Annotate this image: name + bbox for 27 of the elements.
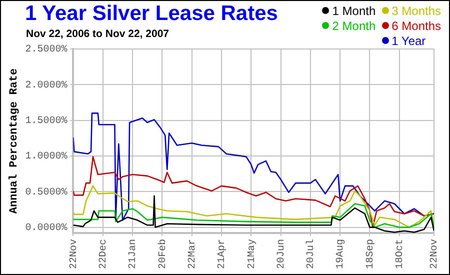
x-tick-label: 21Apr [217, 238, 228, 270]
x-tick-label: 20Feb [156, 238, 169, 270]
x-tick-label: 22Nov [68, 238, 80, 270]
x-tick-label: 19Aug [336, 238, 347, 270]
x-tick-label: 22Mar [187, 238, 198, 270]
x-tick-label: 21Jan [128, 238, 140, 270]
x-tick-label: 20Jun [276, 238, 288, 270]
legend-label: 2 Month [331, 18, 376, 33]
x-tick-label: 18Oct [395, 238, 406, 270]
x-tick-label: 20Jul [305, 238, 318, 270]
x-tick-label: 21May [246, 238, 258, 270]
x-tick-label: 22Dec [98, 238, 110, 270]
legend-label: 3 Months [390, 3, 441, 18]
y-tick-label: 1.0000% [25, 152, 68, 163]
y-tick-label: 1.5000% [25, 116, 68, 127]
y-tick-label: 2.0000% [25, 80, 68, 92]
legend-label: 1 Year [390, 33, 427, 48]
chart-title: 1 Year Silver Lease Rates [25, 2, 278, 26]
chart-subtitle: Nov 22, 2006 to Nov 22, 2007 [26, 28, 169, 40]
x-tick-label: 22Nov [430, 238, 441, 270]
y-tick-label: 2.5000% [25, 44, 68, 56]
y-tick-label: 0.0000% [25, 222, 68, 234]
y-axis-title: Annual Percentage Rate [8, 68, 20, 214]
x-tick-label: 18Sep [365, 238, 376, 270]
legend-label: 1 Month [331, 3, 376, 18]
legend-label: 6 Months [390, 18, 441, 33]
y-tick-label: 0.5000% [25, 187, 68, 198]
